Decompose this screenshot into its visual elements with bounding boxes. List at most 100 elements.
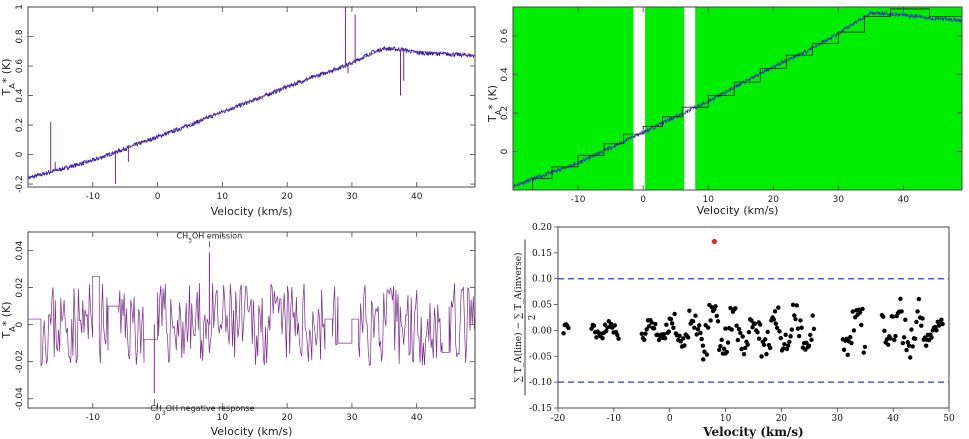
scatter-point	[841, 347, 847, 352]
scatter-point	[695, 327, 701, 332]
scatter-point	[616, 336, 621, 341]
annotation-label: CH3OH emission	[177, 231, 243, 244]
y-tick-label: 0.00	[532, 326, 552, 336]
scatter-point	[782, 342, 787, 347]
x-tick-label: 20	[281, 413, 293, 423]
scatter-point	[888, 336, 893, 341]
scatter-point	[759, 354, 764, 359]
y-axis-title: ∑ T_A(line) − ∑ T_A(inverse) 2	[513, 239, 538, 396]
scatter-point	[806, 343, 812, 349]
scatter-point	[723, 326, 728, 331]
y-tick-label: -0.10	[529, 378, 552, 388]
x-tick-label: 0	[155, 192, 161, 202]
scatter-point	[789, 327, 795, 332]
scatter-point	[661, 331, 667, 337]
scatter-point	[687, 308, 692, 313]
scatter-point	[721, 346, 727, 352]
scatter-point	[804, 340, 809, 346]
plot-frame	[512, 6, 963, 191]
scatter-point	[885, 342, 891, 347]
scatter-point	[904, 347, 909, 353]
y-axis-title: TA* (K)	[486, 85, 503, 123]
scatter-point	[608, 321, 614, 327]
y-axis-denominator: 2	[528, 315, 538, 321]
y-tick-label: 0.20	[532, 223, 552, 233]
scatter-point	[899, 309, 904, 314]
scatter-point	[857, 310, 863, 315]
scatter-point	[653, 321, 658, 327]
annotation-label: CH3OH negative response	[150, 404, 254, 417]
scatter-point	[862, 344, 868, 350]
scatter-point	[718, 343, 723, 349]
x-tick-label: -10	[85, 413, 100, 423]
scatter-point	[924, 343, 929, 348]
scatter-point	[761, 342, 767, 348]
scatter-point	[594, 335, 599, 340]
y-axis-numerator: ∑ T_A(line) − ∑ T_A(inverse)	[513, 252, 524, 382]
scatter-point	[763, 337, 768, 342]
scatter-point	[850, 309, 855, 314]
scatter-point	[916, 296, 922, 302]
scatter-point	[890, 314, 896, 319]
scatter-point	[778, 335, 783, 341]
scatter-point	[920, 316, 925, 321]
scatter-point	[589, 326, 594, 331]
scatter-point	[752, 321, 758, 326]
scatter-point	[808, 332, 813, 338]
scatter-point	[702, 349, 707, 354]
x-axis-title: Velocity (km/s)	[697, 204, 779, 217]
scatter-point	[773, 321, 779, 326]
panel-top-right-masked-spectrum: -10 0 10 20 30 40 0 0.2 0.4 0.6 Velocity (km/s) TA*…	[486, 6, 963, 217]
scatter-point	[790, 302, 796, 308]
x-tick-label: 50	[943, 414, 955, 424]
scatter-point	[849, 340, 854, 346]
y-tick-label: 0.8	[15, 29, 25, 44]
y-tick-label: 0.02	[15, 278, 25, 298]
scatter-point	[725, 340, 731, 345]
y-tick-label: 0.4	[15, 88, 25, 103]
x-tick-label: -10	[571, 195, 586, 205]
scatter-point	[756, 336, 762, 341]
scatter-point	[758, 322, 763, 327]
x-tick-label: 10	[720, 414, 732, 424]
scatter-point	[708, 318, 713, 323]
scatter-point	[749, 318, 754, 323]
x-axis-title: Velocity (km/s)	[211, 425, 293, 438]
scatter-point	[851, 328, 857, 333]
scatter-point	[746, 329, 752, 335]
series-residual-line	[28, 276, 475, 367]
scatter-point	[796, 333, 802, 339]
scatter-point	[740, 334, 745, 339]
scatter-point	[799, 325, 804, 330]
scatter-point	[705, 325, 711, 330]
x-tick-label: 10	[702, 195, 714, 205]
scatter-point	[704, 352, 710, 357]
x-tick-label: 0	[640, 195, 646, 205]
x-tick-label: 30	[346, 413, 358, 423]
scatter-point	[908, 355, 913, 360]
scatter-point	[729, 327, 734, 332]
scatter-point	[646, 323, 652, 329]
x-tick-label: 30	[833, 195, 845, 205]
scatter-point	[795, 326, 801, 331]
scatter-point	[861, 350, 866, 355]
y-tick-label: -0.05	[529, 352, 552, 362]
scatter-point	[699, 336, 704, 342]
scatter-point	[662, 336, 668, 341]
scatter-point	[783, 332, 788, 337]
scatter-point	[845, 352, 850, 358]
series-group	[28, 252, 475, 394]
scatter-point	[604, 328, 609, 334]
plot-frame	[27, 231, 476, 409]
scatter-point	[714, 313, 719, 319]
y-tick-label: 0.10	[532, 275, 552, 285]
scatter-point	[736, 327, 742, 332]
x-tick-label: 20	[281, 192, 293, 202]
y-tick-label: -0.2	[15, 175, 25, 193]
x-tick-label: 0	[155, 413, 161, 423]
scatter-point	[681, 336, 686, 341]
series-spectrum-line	[513, 10, 962, 189]
scatter-point	[672, 311, 677, 317]
gap-band	[633, 7, 646, 190]
